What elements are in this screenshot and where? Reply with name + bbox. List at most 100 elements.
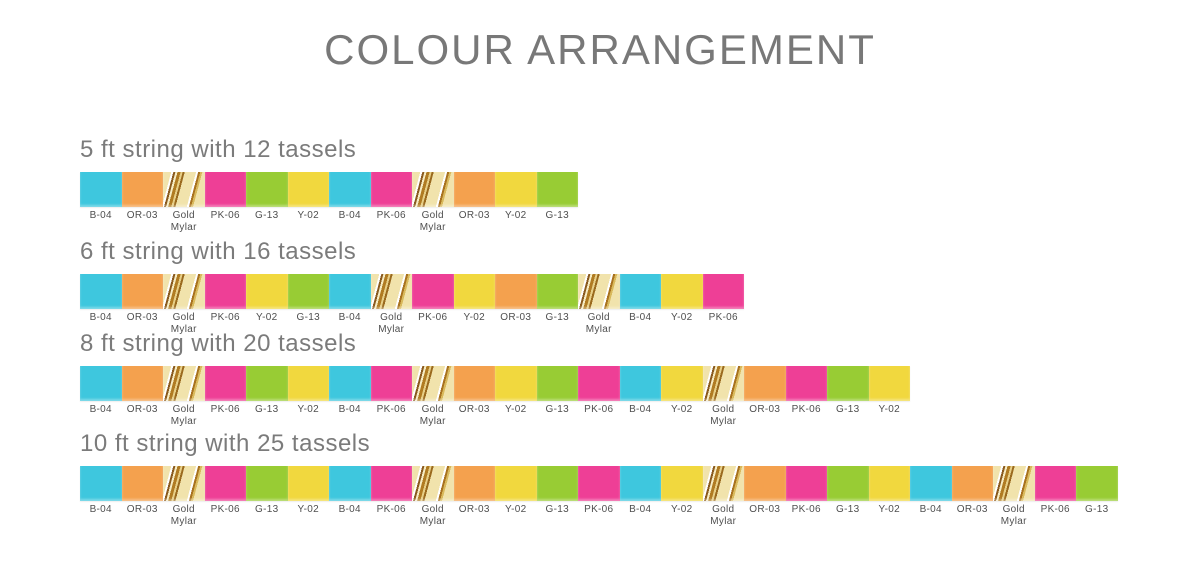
swatch-b-04: [329, 172, 371, 207]
swatch-label: B-04: [629, 504, 652, 515]
swatch-label: OR-03: [956, 504, 988, 515]
swatch-pk-06: [370, 366, 412, 401]
swatch-label: OR-03: [458, 504, 490, 515]
tassel-cell: OR-03: [121, 274, 163, 336]
swatch-or-03: [744, 366, 786, 401]
swatch-pk-06: [578, 466, 620, 501]
tassel-row-1: 5 ft string with 12 tassels B-04 OR-03 Gold…: [80, 136, 578, 234]
tassel-cell: Gold Mylar: [702, 366, 744, 428]
tassel-cell: PK-06: [370, 172, 412, 234]
swatch-label: OR-03: [126, 504, 158, 515]
tassel-cell: Gold Mylar: [702, 466, 744, 528]
swatch-label: B-04: [89, 504, 112, 515]
swatch-label: B-04: [89, 210, 112, 221]
swatch-label: PK-06: [376, 404, 406, 415]
swatch-y-02: [868, 366, 910, 401]
tassel-cell: PK-06: [702, 274, 744, 336]
tassel-cell: G-13: [536, 366, 578, 428]
swatch-b-04: [80, 172, 122, 207]
tassel-row-4: 10 ft string with 25 tassels B-04 OR-03 Gol…: [80, 430, 1118, 528]
swatch-label: OR-03: [126, 404, 158, 415]
swatch-label: PK-06: [791, 404, 821, 415]
tassel-cell: Gold Mylar: [412, 172, 454, 234]
swatch-label: Gold Mylar: [170, 210, 197, 233]
tassel-cell: Gold Mylar: [412, 466, 454, 528]
swatch-y-02: [868, 466, 910, 501]
tassel-cell: OR-03: [121, 366, 163, 428]
tassel-cell: G-13: [536, 274, 578, 336]
swatch-label: Y-02: [505, 210, 527, 221]
swatch-label: Gold Mylar: [585, 312, 612, 335]
swatch-strip: B-04 OR-03 Gold Mylar PK-06 G-13 Y-02 B-04 PK-0…: [80, 366, 910, 428]
swatch-b-04: [329, 466, 371, 501]
swatch-g-13: [246, 366, 288, 401]
tassel-cell: G-13: [287, 274, 329, 336]
swatch-g-13: [287, 274, 329, 309]
tassel-cell: OR-03: [453, 466, 495, 528]
swatch-or-03: [453, 172, 495, 207]
tassel-cell: OR-03: [121, 172, 163, 234]
swatch-label: G-13: [836, 404, 860, 415]
swatch-label: Y-02: [505, 404, 527, 415]
row-title: 6 ft string with 16 tassels: [80, 238, 357, 265]
row-title: 10 ft string with 25 tassels: [80, 430, 371, 457]
swatch-gold-mylar: [163, 274, 205, 309]
swatch-label: Gold Mylar: [170, 312, 197, 335]
tassel-cell: Gold Mylar: [412, 366, 454, 428]
swatch-gold-mylar: [993, 466, 1035, 501]
tassel-row-2: 6 ft string with 16 tassels B-04 OR-03 Gold…: [80, 238, 744, 336]
swatch-label: Gold Mylar: [710, 404, 737, 427]
tassel-cell: PK-06: [204, 366, 246, 428]
swatch-y-02: [453, 274, 495, 309]
swatch-label: PK-06: [791, 504, 821, 515]
swatch-label: Y-02: [463, 312, 485, 323]
swatch-label: Y-02: [256, 312, 278, 323]
swatch-y-02: [661, 366, 703, 401]
swatch-label: PK-06: [1040, 504, 1070, 515]
swatch-label: OR-03: [749, 404, 781, 415]
swatch-label: Y-02: [878, 404, 900, 415]
tassel-cell: Gold Mylar: [163, 366, 205, 428]
swatch-label: OR-03: [749, 504, 781, 515]
swatch-label: PK-06: [210, 312, 240, 323]
tassel-cell: Y-02: [495, 366, 537, 428]
swatch-gold-mylar: [412, 366, 454, 401]
swatch-y-02: [661, 466, 703, 501]
swatch-label: G-13: [296, 312, 320, 323]
swatch-label: B-04: [338, 504, 361, 515]
tassel-cell: Y-02: [453, 274, 495, 336]
swatch-y-02: [495, 172, 537, 207]
swatch-label: PK-06: [210, 404, 240, 415]
tassel-cell: B-04: [910, 466, 952, 528]
tassel-cell: Y-02: [287, 172, 329, 234]
swatch-or-03: [121, 466, 163, 501]
tassel-cell: G-13: [246, 466, 288, 528]
swatch-or-03: [121, 172, 163, 207]
swatch-label: Y-02: [297, 504, 319, 515]
swatch-or-03: [495, 274, 537, 309]
row-title: 8 ft string with 20 tassels: [80, 330, 357, 357]
swatch-g-13: [1076, 466, 1118, 501]
tassel-cell: PK-06: [785, 466, 827, 528]
swatch-pk-06: [370, 466, 412, 501]
page-title: COLOUR ARRANGEMENT: [324, 26, 876, 73]
tassel-cell: Y-02: [661, 274, 703, 336]
swatch-g-13: [536, 466, 578, 501]
swatch-label: G-13: [836, 504, 860, 515]
swatch-label: Gold Mylar: [378, 312, 405, 335]
swatch-label: G-13: [545, 312, 569, 323]
tassel-cell: OR-03: [495, 274, 537, 336]
tassel-cell: G-13: [1076, 466, 1118, 528]
tassel-cell: Y-02: [495, 466, 537, 528]
tassel-cell: G-13: [536, 172, 578, 234]
swatch-label: Gold Mylar: [170, 404, 197, 427]
tassel-cell: PK-06: [785, 366, 827, 428]
swatch-or-03: [121, 366, 163, 401]
swatch-label: G-13: [545, 504, 569, 515]
tassel-cell: Y-02: [661, 466, 703, 528]
swatch-gold-mylar: [412, 466, 454, 501]
swatch-y-02: [287, 172, 329, 207]
swatch-or-03: [744, 466, 786, 501]
tassel-cell: PK-06: [412, 274, 454, 336]
